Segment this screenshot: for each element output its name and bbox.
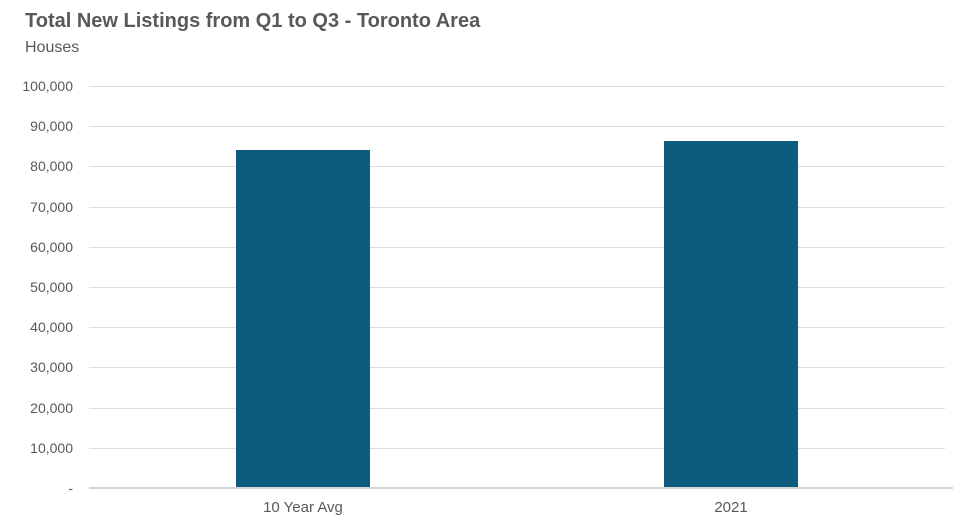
bar-10-year-avg <box>236 150 370 488</box>
x-category-label: 10 Year Avg <box>263 499 343 516</box>
x-axis-line <box>89 487 953 489</box>
gridline <box>89 206 945 208</box>
gridline <box>89 246 945 248</box>
y-tick-label: 100,000 <box>22 78 73 94</box>
gridline <box>89 166 945 168</box>
y-tick-label: 70,000 <box>30 198 73 215</box>
gridline <box>89 407 945 409</box>
y-tick-label: - <box>68 480 73 496</box>
chart-title: Total New Listings from Q1 to Q3 - Toron… <box>25 10 481 32</box>
gridline <box>89 327 945 329</box>
plot-area: 100,000 90,000 80,000 70,000 60,000 50,000 40,… <box>22 78 953 516</box>
gridline <box>89 86 945 87</box>
gridline <box>89 287 945 288</box>
y-tick-label: 40,000 <box>30 319 73 336</box>
y-tick-label: 50,000 <box>30 279 73 295</box>
y-tick-label: 60,000 <box>30 238 73 255</box>
y-tick-label: 30,000 <box>30 359 73 376</box>
x-category-label: 2021 <box>714 499 748 516</box>
gridline <box>89 126 945 128</box>
y-tick-label: 10,000 <box>30 439 73 456</box>
chart-subtitle: Houses <box>25 39 80 56</box>
y-tick-label: 20,000 <box>30 399 73 416</box>
y-tick-label: 80,000 <box>30 158 73 175</box>
gridline <box>89 447 945 449</box>
gridline <box>89 367 945 369</box>
bar-2021 <box>664 141 798 488</box>
y-tick-label: 90,000 <box>30 118 73 135</box>
